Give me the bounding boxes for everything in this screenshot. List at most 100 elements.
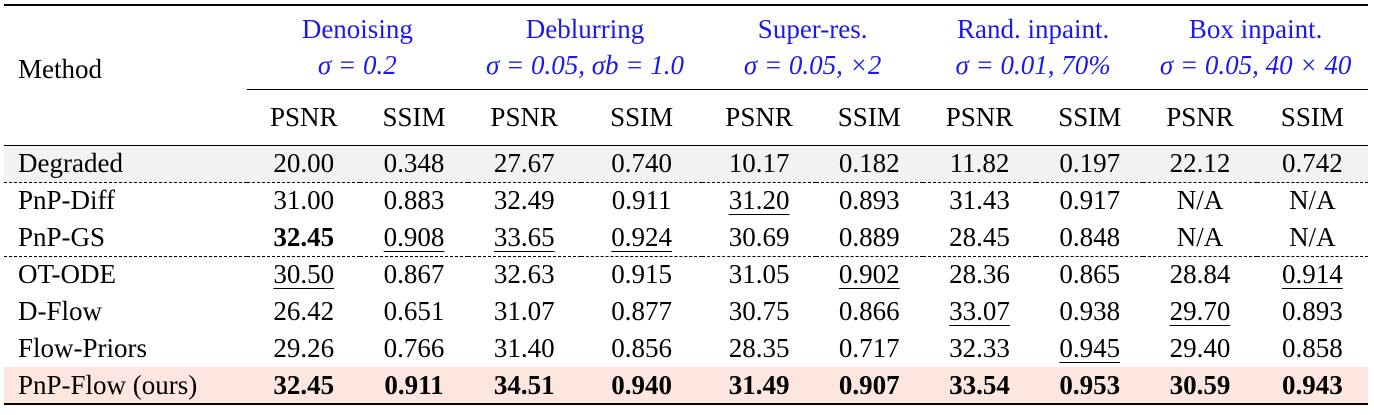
task-setting: σ = 0.01, 70% bbox=[955, 50, 1111, 81]
second-best-value: 29.70 bbox=[1169, 296, 1231, 326]
value-cell: 30.50 bbox=[247, 255, 361, 293]
best-value: 32.45 bbox=[247, 367, 361, 405]
best-value: 0.911 bbox=[360, 367, 468, 405]
value-cell: 0.182 bbox=[815, 144, 923, 182]
value-cell: 30.75 bbox=[728, 296, 790, 326]
second-best-value: 30.50 bbox=[273, 259, 335, 290]
best-value: 0.953 bbox=[1036, 367, 1144, 405]
value-cell: 0.858 bbox=[1281, 333, 1343, 363]
value-cell: 31.43 bbox=[922, 181, 1037, 219]
value-cell: 31.20 bbox=[702, 181, 816, 219]
value-cell: 26.42 bbox=[273, 296, 335, 326]
table-row-flow-priors: Flow-Priors 29.26 0.766 31.40 0.856 28.3… bbox=[4, 330, 1368, 367]
method-cell: Degraded bbox=[4, 144, 248, 182]
method-header: Method bbox=[4, 4, 248, 145]
second-best-value: 0.914 bbox=[1281, 259, 1343, 290]
task-header-super-res: Super-res. σ = 0.05, ×2 bbox=[702, 4, 923, 89]
value-cell: 0.883 bbox=[360, 181, 468, 219]
table-row-ot-ode: OT-ODE 30.50 0.867 32.63 0.915 31.05 0.9… bbox=[4, 255, 1368, 293]
second-best-value: 0.902 bbox=[838, 259, 900, 290]
value-cell: 29.70 bbox=[1143, 293, 1256, 330]
task-header-box-inpaint: Box inpaint. σ = 0.05, 40 × 40 bbox=[1143, 4, 1368, 89]
best-value: 33.54 bbox=[922, 367, 1037, 405]
metric-ssim: SSIM bbox=[360, 88, 468, 145]
method-cell: OT-ODE bbox=[4, 255, 248, 293]
value-cell: 32.45 bbox=[247, 219, 360, 256]
value-cell: 0.917 bbox=[1036, 181, 1144, 219]
table-row-pnp-gs: PnP-GS 32.45 0.908 33.65 0.924 30.69 0.8… bbox=[4, 219, 1368, 256]
value-cell: 0.867 bbox=[360, 255, 468, 293]
task-name: Denoising bbox=[301, 14, 413, 45]
value-cell: 0.893 bbox=[1281, 296, 1343, 326]
value-cell: 0.915 bbox=[580, 255, 703, 293]
task-setting: σ = 0.05, σb = 1.0 bbox=[485, 50, 685, 81]
value-cell: 0.865 bbox=[1036, 255, 1144, 293]
value-cell: 0.924 bbox=[581, 219, 703, 256]
second-best-value: 33.65 bbox=[493, 221, 555, 252]
value-cell: 0.848 bbox=[1059, 221, 1121, 252]
task-name: Deblurring bbox=[525, 14, 645, 45]
metric-ssim: SSIM bbox=[1256, 88, 1368, 145]
value-cell: 29.26 bbox=[273, 333, 335, 363]
task-name: Box inpaint. bbox=[1188, 14, 1323, 45]
second-best-value: 0.924 bbox=[611, 221, 673, 252]
second-best-value: 0.945 bbox=[1059, 333, 1121, 363]
table-row-degraded: Degraded 20.00 0.348 27.67 0.740 10.17 0… bbox=[4, 144, 1368, 182]
results-table: Method Denoising σ = 0.2 Deblurring σ = … bbox=[4, 4, 1368, 405]
value-cell: 0.740 bbox=[580, 144, 703, 182]
value-cell: 11.82 bbox=[922, 144, 1037, 182]
value-cell: 31.07 bbox=[493, 296, 555, 326]
task-header-rand-inpaint: Rand. inpaint. σ = 0.01, 70% bbox=[922, 4, 1144, 89]
value-cell: 0.945 bbox=[1036, 330, 1143, 367]
value-cell: 32.49 bbox=[467, 181, 581, 219]
value-cell: 20.00 bbox=[247, 144, 361, 182]
value-cell: 0.866 bbox=[838, 296, 900, 326]
task-header-row: Method Denoising σ = 0.2 Deblurring σ = … bbox=[4, 4, 1368, 145]
value-cell: N/A bbox=[1143, 181, 1257, 219]
value-cell: 0.742 bbox=[1256, 144, 1368, 182]
metric-psnr: PSNR bbox=[467, 88, 581, 145]
task-name: Rand. inpaint. bbox=[956, 14, 1110, 45]
best-value: 30.59 bbox=[1143, 367, 1257, 405]
task-header-denoising: Denoising σ = 0.2 bbox=[247, 4, 468, 89]
task-setting: σ = 0.2 bbox=[317, 50, 397, 81]
value-cell: 0.911 bbox=[580, 181, 703, 219]
value-cell: 32.63 bbox=[467, 255, 581, 293]
value-cell: 0.766 bbox=[383, 333, 445, 363]
value-cell: 22.12 bbox=[1143, 144, 1257, 182]
metric-ssim: SSIM bbox=[1036, 88, 1144, 145]
value-cell: 0.889 bbox=[838, 221, 900, 252]
value-cell: 32.33 bbox=[949, 333, 1010, 363]
second-best-value: 33.07 bbox=[949, 296, 1010, 326]
method-cell: PnP-Diff bbox=[4, 181, 248, 219]
metric-psnr: PSNR bbox=[922, 88, 1037, 145]
value-cell: 0.893 bbox=[815, 181, 923, 219]
table-row-pnp-flow-ours: PnP-Flow (ours) 32.45 0.911 34.51 0.940 … bbox=[4, 367, 1368, 405]
value-cell: 28.84 bbox=[1143, 255, 1257, 293]
best-value: 0.907 bbox=[815, 367, 923, 405]
value-cell: 27.67 bbox=[467, 144, 581, 182]
value-cell: 0.651 bbox=[383, 296, 445, 326]
best-value: 32.45 bbox=[273, 221, 335, 252]
value-cell: 0.908 bbox=[360, 219, 467, 256]
value-cell: 29.40 bbox=[1169, 333, 1231, 363]
task-setting: σ = 0.05, ×2 bbox=[743, 50, 882, 81]
method-cell: PnP-Flow (ours) bbox=[4, 367, 248, 405]
value-cell: 28.35 bbox=[728, 333, 790, 363]
value-cell: N/A bbox=[1289, 221, 1336, 252]
second-best-value: 0.908 bbox=[383, 221, 445, 252]
task-name: Super-res. bbox=[757, 14, 868, 45]
value-cell: 0.877 bbox=[611, 296, 673, 326]
value-cell: 28.36 bbox=[922, 255, 1037, 293]
metric-psnr: PSNR bbox=[247, 88, 361, 145]
value-cell: 30.69 bbox=[728, 221, 790, 252]
value-cell: 0.914 bbox=[1256, 255, 1368, 293]
value-cell: 0.938 bbox=[1059, 296, 1121, 326]
value-cell: 28.45 bbox=[949, 221, 1010, 252]
value-cell: 33.07 bbox=[923, 293, 1036, 330]
metric-psnr: PSNR bbox=[702, 88, 816, 145]
value-cell: 31.00 bbox=[247, 181, 361, 219]
value-cell: 0.197 bbox=[1036, 144, 1144, 182]
method-cell: PnP-GS bbox=[18, 221, 106, 252]
